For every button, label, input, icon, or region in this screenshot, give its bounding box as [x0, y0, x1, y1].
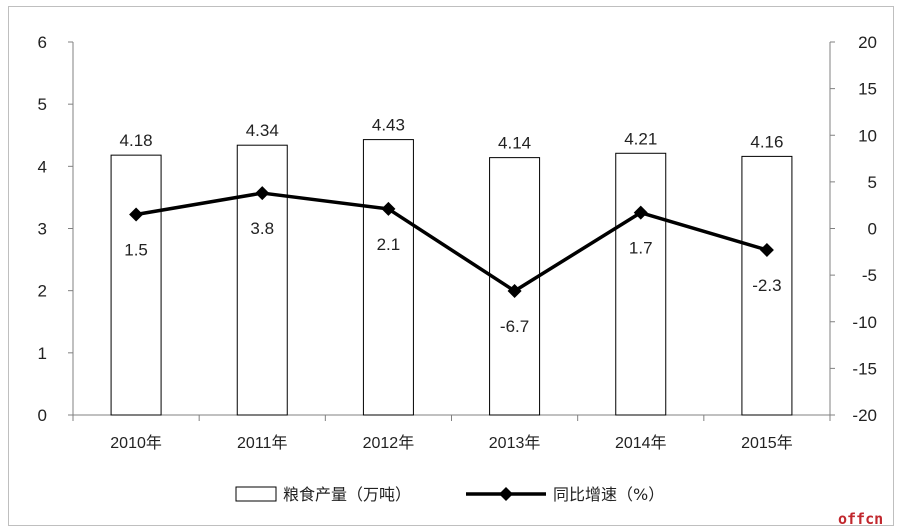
line-point: [129, 207, 144, 222]
bar: [741, 155, 793, 416]
x-tick-label: 2014年: [615, 434, 667, 452]
line-data-label: -2.3: [752, 276, 781, 295]
line-data-label: -6.7: [500, 317, 529, 336]
bar: [362, 139, 414, 416]
bar-data-label: 4.21: [624, 129, 657, 148]
y-right-tick-label: -15: [852, 359, 877, 378]
bar: [236, 144, 288, 416]
y-left-tick-label: 4: [38, 157, 47, 176]
x-tick-label: 2012年: [363, 434, 415, 452]
legend-bar-swatch: [235, 486, 277, 502]
y-right-tick-label: -10: [852, 313, 877, 332]
bar: [489, 157, 541, 416]
legend-line-label: 同比增速（%）: [553, 485, 664, 504]
y-right-tick-label: -5: [862, 266, 877, 285]
line-point: [255, 186, 270, 201]
y-left-tick-label: 1: [38, 344, 47, 363]
line-data-label: 2.1: [377, 235, 401, 254]
y-left-tick-label: 3: [38, 220, 47, 239]
line-point: [633, 205, 648, 220]
bar-data-label: 4.14: [498, 134, 531, 153]
y-right-tick-label: 5: [868, 173, 877, 192]
y-right-tick-label: 10: [858, 126, 877, 145]
bar-data-label: 4.18: [120, 131, 153, 150]
bar: [615, 152, 667, 416]
legend-line-marker: [499, 487, 513, 501]
line-data-label: 1.7: [629, 239, 653, 258]
y-left-tick-label: 6: [38, 33, 47, 52]
x-tick-label: 2011年: [237, 434, 287, 452]
y-right-tick-label: 0: [868, 220, 877, 239]
growth-line: [135, 191, 768, 293]
bar-data-label: 4.34: [246, 121, 279, 140]
line-data-label: 1.5: [124, 241, 148, 260]
y-left-tick-label: 2: [38, 282, 47, 301]
x-tick-label: 2013年: [489, 434, 541, 452]
y-right-tick-label: -20: [852, 406, 877, 425]
line-data-label: 3.8: [250, 219, 274, 238]
legend-bar-label: 粮食产量（万吨）: [283, 485, 411, 504]
bar: [110, 154, 162, 416]
bar-data-label: 4.16: [750, 132, 783, 151]
bar-data-label: 4.43: [372, 116, 405, 135]
y-right-tick-label: 20: [858, 33, 877, 52]
y-right-tick-label: 15: [858, 80, 877, 99]
watermark: offcn: [838, 510, 883, 528]
line-point: [759, 242, 774, 257]
x-tick-label: 2010年: [110, 434, 162, 452]
y-left-tick-label: 5: [38, 95, 47, 114]
y-left-tick-label: 0: [38, 406, 47, 425]
line-point: [507, 283, 522, 298]
x-tick-label: 2015年: [741, 434, 793, 452]
line-point: [381, 201, 396, 216]
